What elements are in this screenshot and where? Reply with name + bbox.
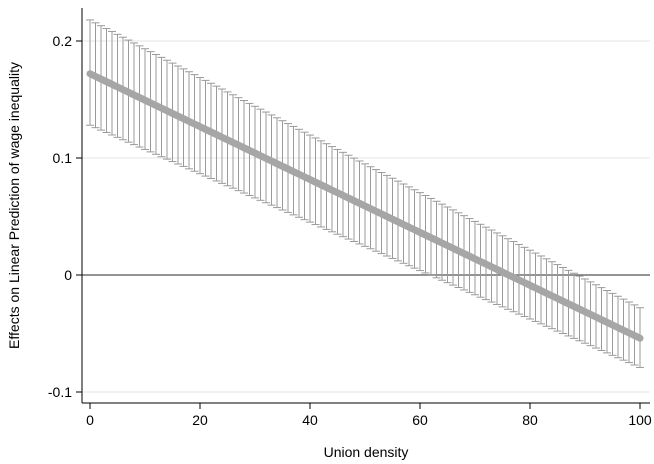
y-tick-label: 0.1 bbox=[53, 150, 73, 166]
estimate-line-layer bbox=[86, 70, 644, 342]
axes-layer bbox=[76, 8, 650, 409]
estimate-line bbox=[86, 70, 644, 342]
error-bars-layer bbox=[86, 19, 644, 368]
y-tick-label: -0.1 bbox=[48, 384, 72, 400]
y-axis-title: Effects on Linear Prediction of wage ine… bbox=[6, 62, 22, 349]
y-tick-label: 0 bbox=[64, 267, 72, 283]
labels-layer: Union density Effects on Linear Predicti… bbox=[6, 33, 652, 460]
x-tick-label: 80 bbox=[522, 412, 538, 428]
x-tick-label: 100 bbox=[628, 412, 652, 428]
x-tick-label: 40 bbox=[302, 412, 318, 428]
x-tick-label: 20 bbox=[192, 412, 208, 428]
grid-layer bbox=[82, 40, 650, 393]
x-axis-title: Union density bbox=[324, 444, 409, 460]
x-tick-label: 60 bbox=[412, 412, 428, 428]
y-tick-label: 0.2 bbox=[53, 33, 73, 49]
x-tick-label: 0 bbox=[86, 412, 94, 428]
